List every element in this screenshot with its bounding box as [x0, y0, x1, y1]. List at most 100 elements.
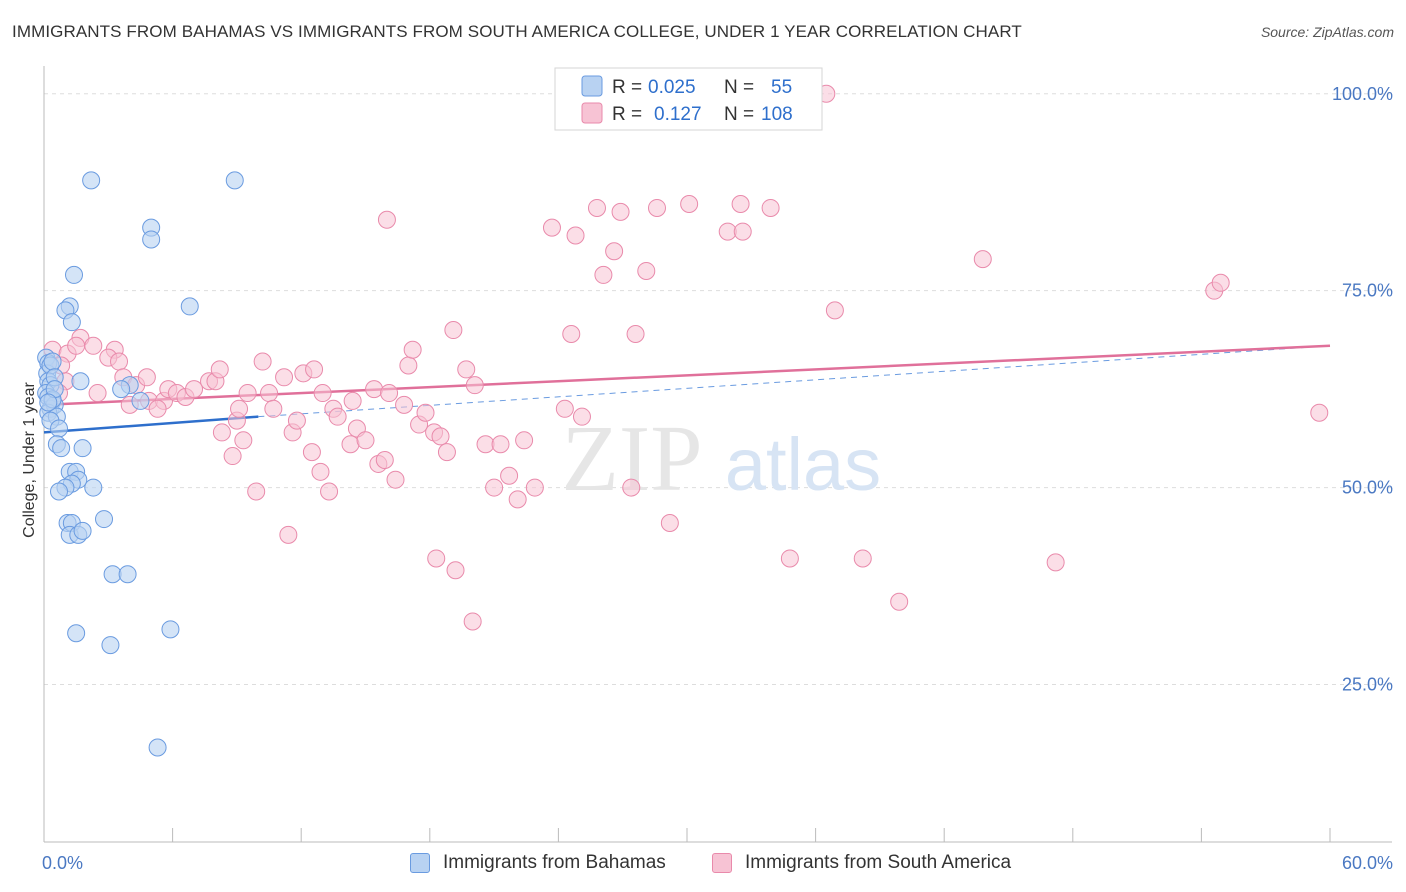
data-point-south-america [594, 265, 613, 284]
data-point-bahamas [101, 636, 120, 655]
data-point-south-america [718, 222, 737, 241]
data-point-bahamas [142, 230, 161, 249]
data-point-south-america [515, 431, 534, 450]
data-point-south-america [660, 514, 679, 533]
data-point-south-america [463, 612, 482, 631]
data-point-south-america [555, 399, 574, 418]
data-point-south-america [365, 380, 384, 399]
data-point-south-america [377, 210, 396, 229]
data-point-south-america [562, 324, 581, 343]
data-point-south-america [260, 384, 279, 403]
data-point-bahamas [50, 482, 69, 501]
x-tick-label: 0.0% [42, 853, 83, 873]
data-point-south-america [253, 352, 272, 371]
data-point-south-america [587, 198, 606, 217]
data-point-bahamas [73, 439, 92, 458]
data-point-bahamas [39, 393, 58, 412]
data-point-bahamas [180, 297, 199, 316]
data-point-bahamas [82, 171, 101, 190]
data-point-south-america [446, 561, 465, 580]
legend-r-value-2: 0.127 [654, 104, 702, 125]
data-point-south-america [731, 195, 750, 214]
data-point-south-america [403, 340, 422, 359]
grid-lines [44, 93, 1392, 685]
data-point-south-america [890, 592, 909, 611]
data-point-south-america [605, 242, 624, 261]
data-point-south-america [230, 399, 249, 418]
data-point-bahamas [118, 565, 137, 584]
data-point-south-america [137, 368, 156, 387]
data-point-bahamas [71, 372, 90, 391]
trend-lines [43, 344, 1331, 434]
data-point-south-america [491, 435, 510, 454]
data-point-bahamas [62, 313, 81, 332]
data-point-south-america [1310, 403, 1329, 422]
data-point-south-america [416, 403, 435, 422]
data-point-south-america [1046, 553, 1065, 572]
series-legend: Immigrants from Bahamas Immigrants from … [0, 852, 1406, 880]
data-point-south-america [457, 360, 476, 379]
series-south-america [43, 84, 1329, 631]
data-point-south-america [84, 336, 103, 355]
data-point-south-america [1211, 273, 1230, 292]
y-tick-label: 25.0% [1342, 674, 1393, 694]
data-point-bahamas [52, 439, 71, 458]
data-point-south-america [626, 324, 645, 343]
data-point-bahamas [84, 478, 103, 497]
data-point-south-america [431, 427, 450, 446]
data-point-south-america [622, 478, 641, 497]
legend-item-bahamas: Immigrants from Bahamas [410, 852, 666, 874]
legend-label-south-america: Immigrants from South America [745, 852, 1012, 873]
data-point-south-america [780, 549, 799, 568]
data-point-south-america [386, 470, 405, 489]
data-point-south-america [395, 395, 414, 414]
legend-r-label-2: R = [612, 104, 642, 125]
data-point-bahamas [148, 738, 167, 757]
data-point-south-america [110, 352, 129, 371]
zipatlas-watermark: ZIP atlas [562, 407, 882, 511]
data-point-south-america [973, 250, 992, 269]
data-point-south-america [733, 222, 752, 241]
data-point-south-america [67, 336, 86, 355]
y-tick-label: 100.0% [1332, 84, 1393, 104]
data-point-south-america [88, 384, 107, 403]
data-point-south-america [287, 411, 306, 430]
data-point-south-america [264, 399, 283, 418]
data-point-south-america [275, 368, 294, 387]
data-point-south-america [465, 376, 484, 395]
chart-title: IMMIGRANTS FROM BAHAMAS VS IMMIGRANTS FR… [12, 22, 1022, 41]
data-point-south-america [148, 399, 167, 418]
data-point-bahamas [112, 380, 131, 399]
data-point-bahamas [43, 352, 62, 371]
y-axis-label: College, Under 1 year [21, 382, 38, 538]
data-point-south-america [485, 478, 504, 497]
data-point-bahamas [50, 419, 69, 438]
data-point-south-america [343, 391, 362, 410]
trend-line-bahamas [43, 415, 259, 434]
data-point-south-america [375, 451, 394, 469]
data-point-south-america [444, 321, 463, 340]
data-point-south-america [399, 356, 418, 375]
legend-item-south-america: Immigrants from South America [712, 852, 1011, 874]
series-bahamas [37, 171, 244, 757]
data-point-south-america [572, 407, 591, 426]
data-point-south-america [647, 198, 666, 217]
data-point-south-america [637, 261, 656, 280]
data-point-south-america [212, 423, 231, 442]
data-point-bahamas [103, 565, 122, 584]
data-point-south-america [234, 431, 253, 450]
data-point-bahamas [225, 171, 244, 190]
source-label: Source: ZipAtlas.com [1260, 24, 1394, 40]
data-point-south-america [476, 435, 495, 454]
legend-swatch-bahamas [581, 75, 603, 97]
legend-n-value-1: 55 [771, 77, 792, 98]
data-point-south-america [500, 466, 519, 485]
x-axis-ticks: 0.0% 60.0% [42, 853, 1393, 873]
data-point-south-america [210, 360, 229, 379]
data-point-south-america [566, 226, 585, 245]
data-point-south-america [302, 443, 321, 462]
legend-swatch-pink [712, 853, 732, 873]
legend-n-label-1: N = [724, 77, 754, 98]
data-point-south-america [761, 198, 780, 217]
